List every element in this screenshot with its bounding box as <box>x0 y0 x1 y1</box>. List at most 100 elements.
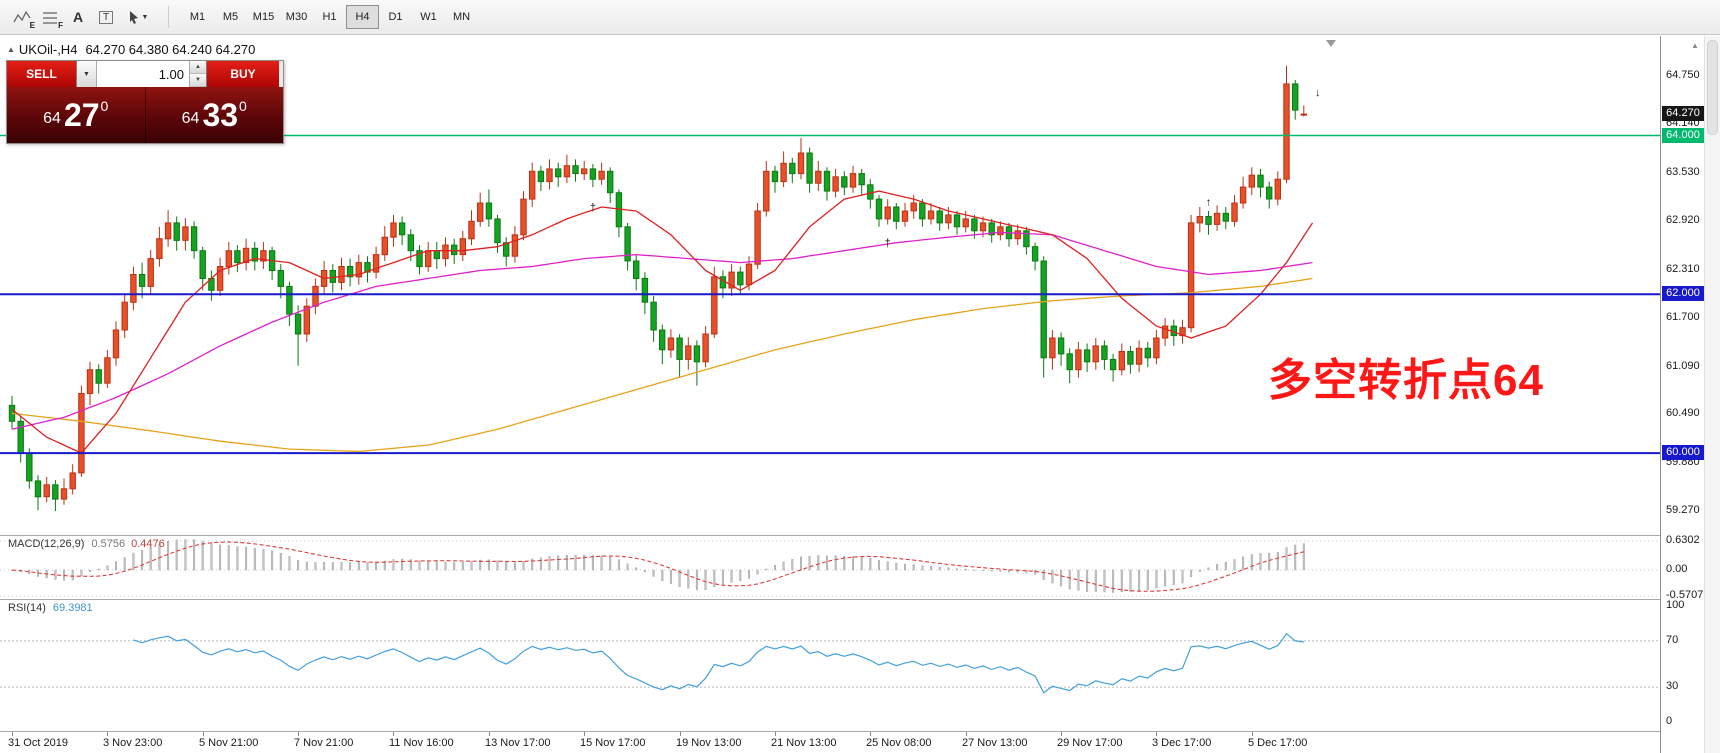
time-axis-label: 3 Dec 17:00 <box>1152 737 1212 749</box>
rsi-label: RSI(14) 69.3981 <box>8 602 93 614</box>
chart-marker-icon: ▲ <box>7 45 15 54</box>
time-tick <box>775 732 776 736</box>
macd-canvas[interactable] <box>0 536 1660 599</box>
axis-label: 62.310 <box>1666 262 1700 275</box>
macd-signal-value: 0.4476 <box>131 538 165 550</box>
timeframe-button-m1[interactable]: M1 <box>181 5 214 29</box>
sell-price-pips: 27 <box>63 96 100 133</box>
timeframe-button-w1[interactable]: W1 <box>412 5 445 29</box>
elliott-tool-button[interactable]: E <box>8 4 36 30</box>
volume-increment-button[interactable]: ▲ <box>190 61 206 74</box>
axis-label: 63.530 <box>1666 165 1700 178</box>
time-tick <box>298 732 299 736</box>
timeframe-button-m15[interactable]: M15 <box>247 5 280 29</box>
timeframe-button-h1[interactable]: H1 <box>313 5 346 29</box>
rsi-canvas[interactable] <box>0 600 1660 731</box>
fibonacci-tool-button[interactable]: F <box>36 4 64 30</box>
axis-label: 0.6302 <box>1666 534 1700 546</box>
price-badge: 62.000 <box>1662 286 1704 302</box>
time-tick <box>107 732 108 736</box>
text-label-icon: T <box>98 10 114 24</box>
chart-header: ▲ UKOil-,H4 64.270 64.380 64.240 64.270 <box>7 42 255 57</box>
quote-panel: 64 27 0 64 33 0 <box>7 87 283 143</box>
toolbar: E F A T ▼ M1 M5 M15 M30 H1 H4 D <box>0 0 1720 35</box>
time-axis-label: 15 Nov 17:00 <box>580 737 646 749</box>
volume-input[interactable] <box>97 61 189 87</box>
timeframe-button-h4[interactable]: H4 <box>346 5 379 29</box>
tool-badge: E <box>29 21 35 30</box>
chevron-down-icon: ▼ <box>141 13 149 21</box>
volume-decrement-button[interactable]: ▼ <box>190 74 206 87</box>
sell-price[interactable]: 64 27 0 <box>7 87 145 143</box>
macd-pane[interactable]: MACD(12,26,9) 0.5756 0.4476 <box>0 536 1660 599</box>
macd-name: MACD(12,26,9) <box>8 538 85 550</box>
symbol-label: UKOil-,H4 <box>18 42 78 57</box>
rsi-value: 69.3981 <box>52 602 93 614</box>
buy-price-units: 64 <box>181 110 200 127</box>
font-icon: A <box>72 9 84 25</box>
scale-arrow-icon: ▲ <box>1691 41 1699 50</box>
font-tool-button[interactable]: A <box>64 4 92 30</box>
ohlc-values: 64.270 64.380 64.240 64.270 <box>85 42 256 57</box>
price-axis[interactable]: ▲ 64.750 64.140 63.530 62.920 62.310 61.700 61… <box>1660 36 1704 753</box>
timeframe-button-m30[interactable]: M30 <box>280 5 313 29</box>
sell-price-point: 0 <box>100 98 109 114</box>
pane-divider[interactable] <box>0 535 1720 536</box>
price-chart-canvas[interactable]: † † ↑ ↓ <box>0 36 1660 535</box>
axis-label: 70 <box>1666 633 1679 646</box>
volume-spinner: ▲ ▼ <box>189 61 206 87</box>
vertical-scrollbar[interactable] <box>1704 36 1720 753</box>
volume-dropdown-button[interactable]: ▼ <box>77 61 97 87</box>
sell-price-units: 64 <box>43 110 61 127</box>
time-tick <box>12 732 13 736</box>
scrollbar-thumb[interactable] <box>1707 40 1718 135</box>
time-axis-label: 5 Dec 17:00 <box>1248 737 1308 749</box>
timeframe-bar: M1 M5 M15 M30 H1 H4 D1 W1 MN <box>181 5 478 29</box>
cursor-tool-button[interactable]: ▼ <box>120 4 156 30</box>
rsi-name: RSI(14) <box>8 602 46 614</box>
order-row: SELL ▼ ▲ ▼ BUY <box>7 61 283 87</box>
time-axis-label: 29 Nov 17:00 <box>1057 737 1123 749</box>
price-badge: 64.000 <box>1662 127 1704 143</box>
sell-button[interactable]: SELL <box>7 61 77 87</box>
time-tick <box>584 732 585 736</box>
axis-label: 0 <box>1666 715 1673 727</box>
axis-label: -0.5707 <box>1666 589 1704 602</box>
price-chart-pane[interactable]: † † ↑ ↓ ▲ UKOil-,H4 64.270 64.380 64.240 64.2… <box>0 36 1660 535</box>
toolbar-separator <box>168 6 169 28</box>
buy-button[interactable]: BUY <box>206 61 279 87</box>
time-axis-label: 21 Nov 13:00 <box>771 737 837 749</box>
cursor-icon <box>129 11 138 24</box>
timeframe-button-d1[interactable]: D1 <box>379 5 412 29</box>
timeframe-button-m5[interactable]: M5 <box>214 5 247 29</box>
time-tick <box>1061 732 1062 736</box>
rsi-pane[interactable]: RSI(14) 69.3981 <box>0 600 1660 731</box>
chevron-down-icon: ▼ <box>195 77 201 83</box>
time-axis-label: 13 Nov 17:00 <box>485 737 551 749</box>
time-axis-label: 11 Nov 16:00 <box>389 737 454 749</box>
pane-divider[interactable] <box>0 731 1720 732</box>
axis-label: 61.090 <box>1666 359 1700 372</box>
time-tick <box>966 732 967 736</box>
fibonacci-lines-icon <box>43 11 57 24</box>
axis-label: 60.490 <box>1666 407 1700 420</box>
macd-main-value: 0.5756 <box>91 538 126 550</box>
time-axis-label: 19 Nov 13:00 <box>676 737 742 749</box>
timeframe-button-mn[interactable]: MN <box>445 5 478 29</box>
time-axis-label: 25 Nov 08:00 <box>866 737 932 749</box>
axis-label: 62.920 <box>1666 214 1700 227</box>
chart-annotation: 多空转折点64 <box>1268 356 1544 405</box>
pane-divider[interactable] <box>0 599 1720 600</box>
quote-divider <box>144 87 146 143</box>
time-axis[interactable]: 31 Oct 2019 3 Nov 23:00 5 Nov 21:00 7 Nov 2… <box>0 732 1660 753</box>
text-label-tool-button[interactable]: T <box>92 4 120 30</box>
svg-text:†: † <box>885 238 891 250</box>
time-tick <box>393 732 394 736</box>
buy-price[interactable]: 64 33 0 <box>146 87 284 143</box>
price-badge: 64.270 <box>1662 106 1704 122</box>
axis-label: 59.270 <box>1666 504 1700 517</box>
price-badge: 60.000 <box>1662 445 1704 461</box>
time-tick <box>870 732 871 736</box>
time-tick <box>489 732 490 736</box>
